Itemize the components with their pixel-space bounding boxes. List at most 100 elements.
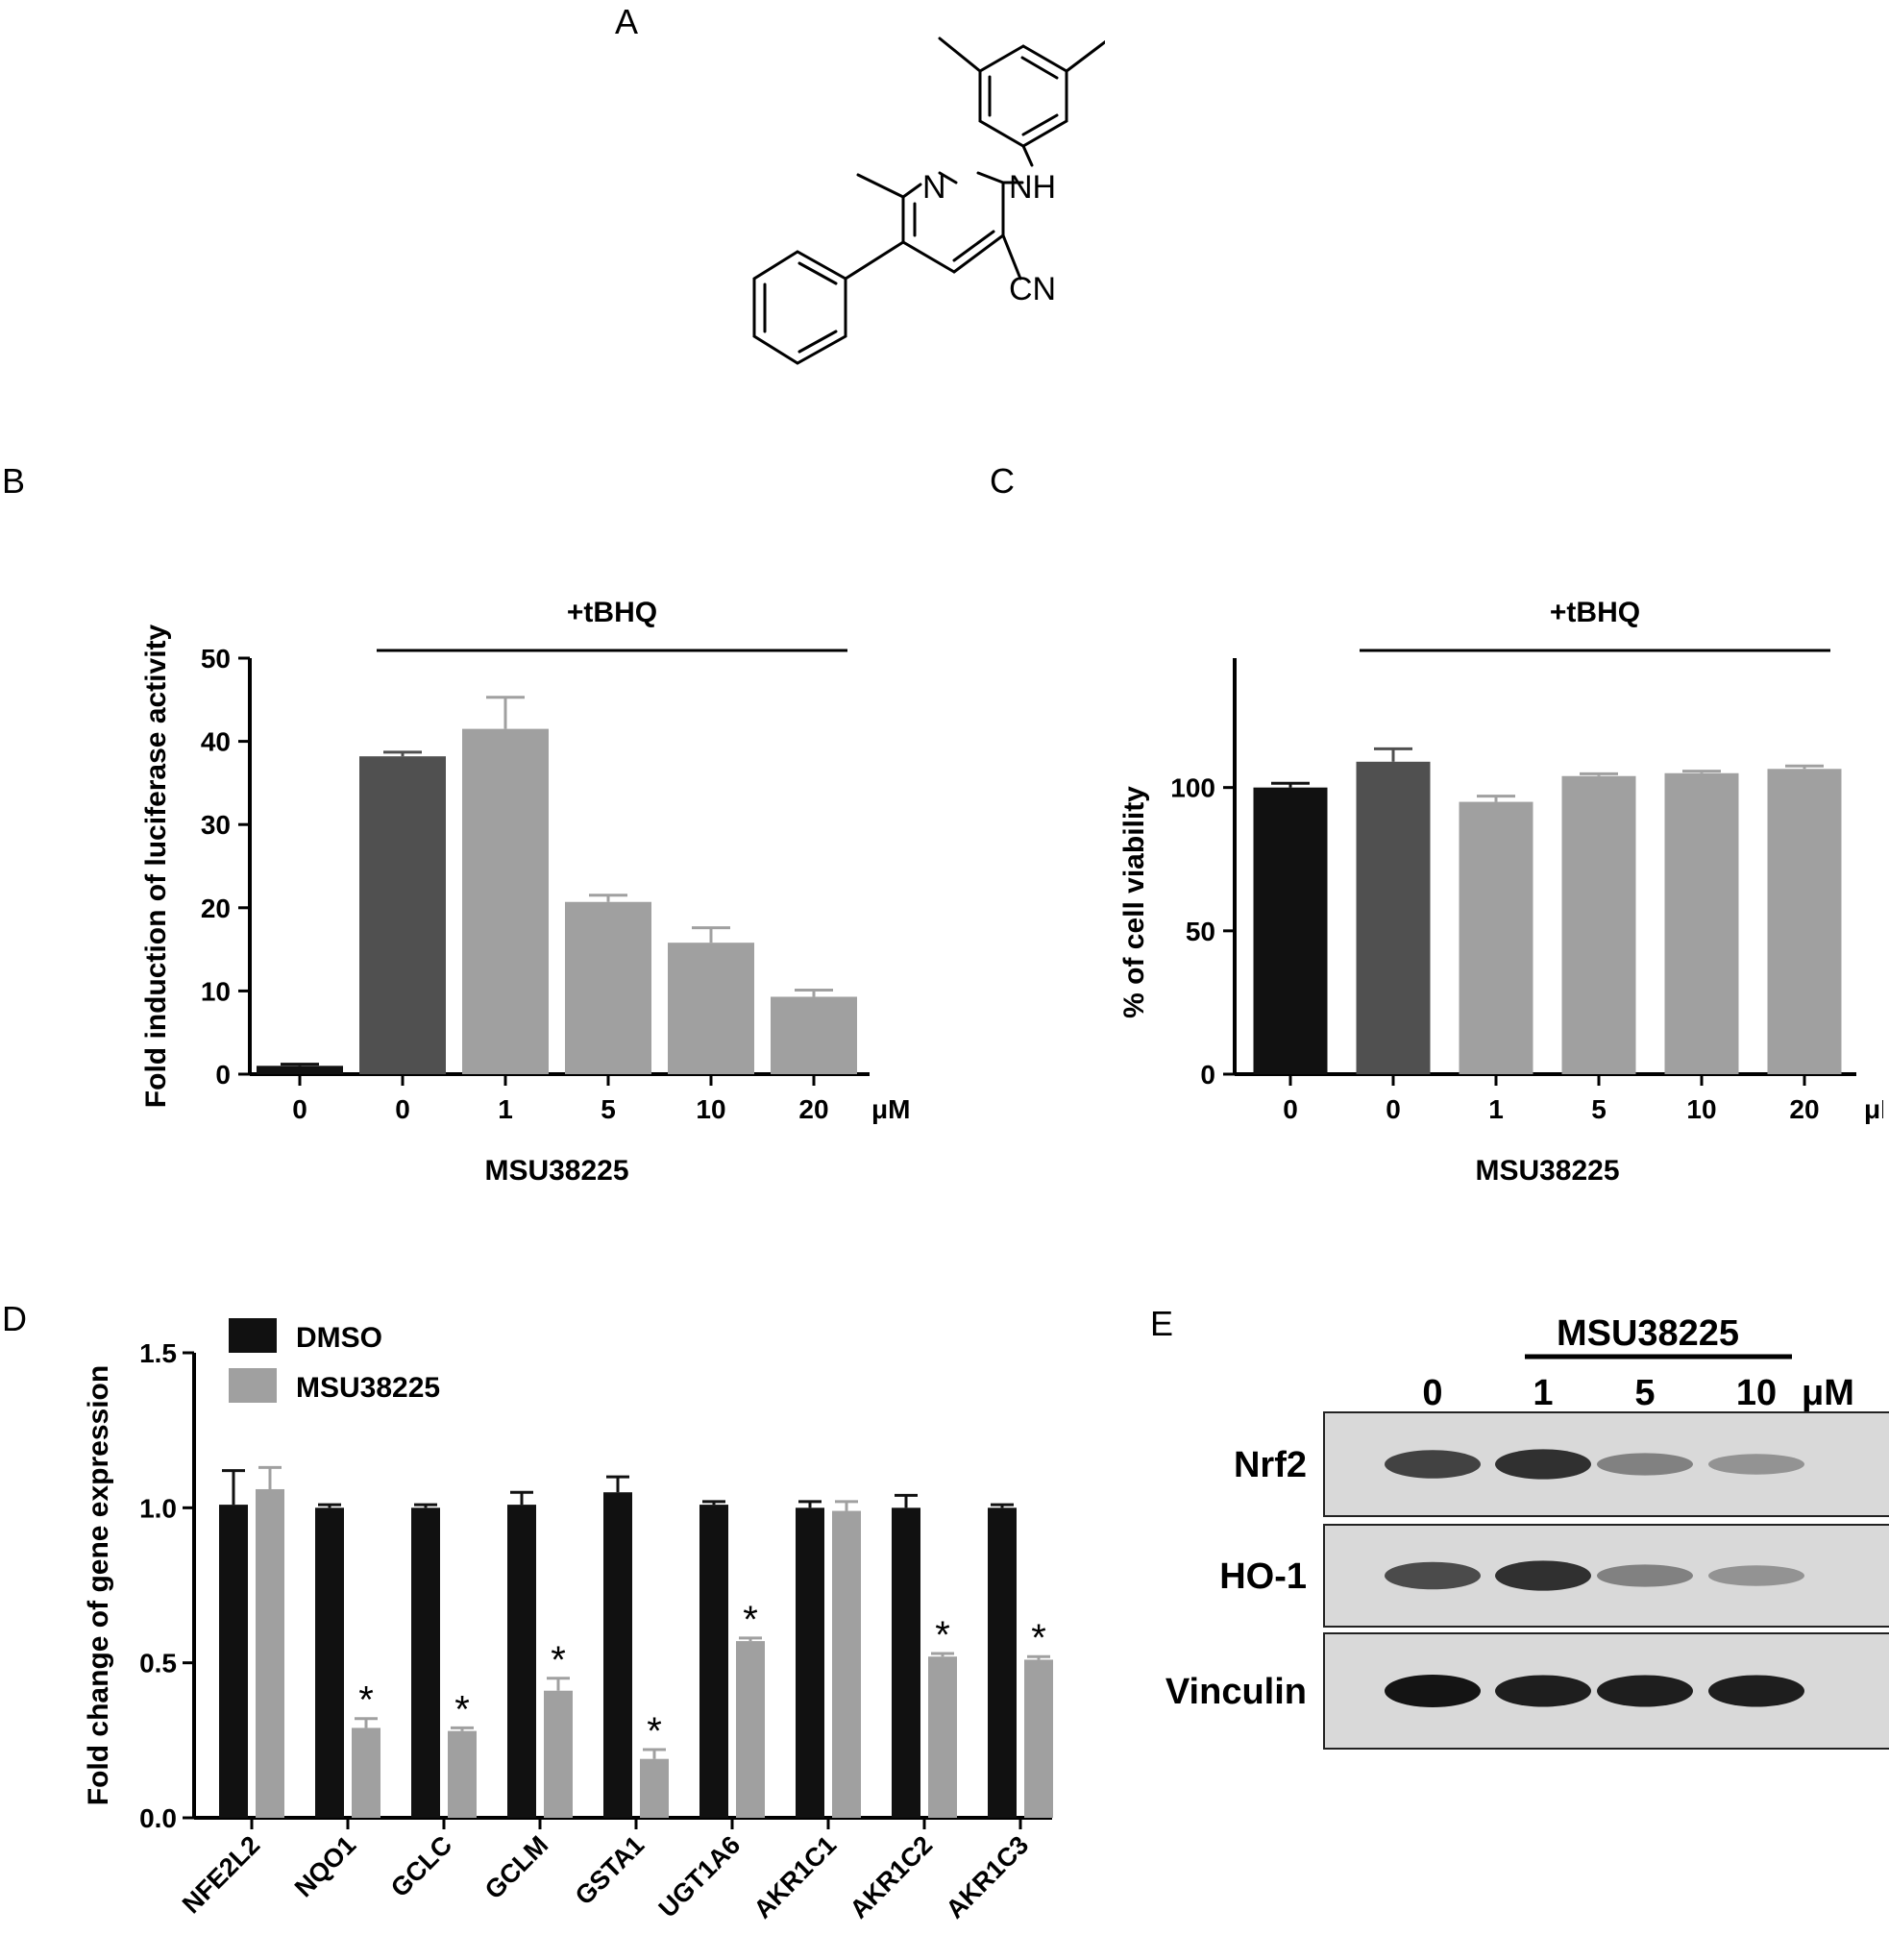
chart-d-gene-expression: 0.0 0.5 1.0 1.5 Fold change of gene expressi… bbox=[83, 1318, 1053, 1924]
chart-c-xtick-label: 0 bbox=[1386, 1094, 1401, 1124]
chart-b-bar bbox=[771, 996, 857, 1074]
chart-d-xtick-label: NFE2L2 bbox=[177, 1830, 265, 1919]
chart-d-bar bbox=[796, 1507, 824, 1818]
chart-d-bar bbox=[603, 1492, 632, 1818]
chart-b-xtick-label: 0 bbox=[292, 1094, 307, 1124]
chart-d-xtick-label: AKR1C3 bbox=[941, 1830, 1035, 1924]
blot-row-label: Nrf2 bbox=[1234, 1445, 1307, 1485]
blot-band bbox=[1385, 1675, 1481, 1707]
blot-row-label: HO-1 bbox=[1219, 1556, 1307, 1597]
chart-b-xtick-label: 1 bbox=[498, 1094, 513, 1124]
chart-c-bar bbox=[1459, 801, 1533, 1074]
chart-c-xtick-label: 0 bbox=[1283, 1094, 1298, 1124]
chart-d-bar bbox=[928, 1656, 957, 1818]
blot-lane-label: 5 bbox=[1634, 1373, 1655, 1413]
panel-label-a: A bbox=[615, 2, 639, 41]
chart-d-ytick-label: 0.5 bbox=[139, 1649, 177, 1678]
chart-b-bar bbox=[565, 901, 651, 1074]
chart-c-ylabel: % of cell viability bbox=[1118, 786, 1150, 1018]
blot-band bbox=[1708, 1565, 1804, 1586]
chart-d-significance: * bbox=[1031, 1617, 1046, 1659]
chart-c-xtick-label: 10 bbox=[1686, 1094, 1716, 1124]
chart-b-ytick-label: 40 bbox=[201, 727, 231, 757]
chart-d-xtick-label: GCLM bbox=[479, 1830, 553, 1904]
blot-lane-label: 0 bbox=[1422, 1373, 1442, 1413]
chart-c-ytick-label: 50 bbox=[1186, 917, 1215, 946]
blot-band bbox=[1385, 1561, 1481, 1590]
chemical-structure: N NH CN bbox=[752, 37, 1105, 365]
chart-d-xtick-label: GSTA1 bbox=[570, 1830, 650, 1910]
chart-d-legend-label: DMSO bbox=[296, 1322, 382, 1354]
chart-b-bar bbox=[359, 756, 446, 1074]
panel-label-b: B bbox=[2, 461, 26, 501]
western-blot: MSU38225 0 1 5 10 μM Nrf2 HO-1 Vinculin bbox=[1165, 1313, 1889, 1750]
chart-b-ytick-label: 30 bbox=[201, 810, 231, 840]
chart-d-bar bbox=[256, 1488, 284, 1818]
chart-c-viability: 0 50 100 % of cell viability 0 0 1 5 10 20 μM MSU38… bbox=[1118, 597, 1883, 1187]
chart-d-bar bbox=[1024, 1659, 1053, 1818]
chart-b-bar bbox=[462, 728, 549, 1074]
chart-b-ytick-label: 20 bbox=[201, 894, 231, 923]
atom-nh: NH bbox=[1009, 169, 1056, 206]
blot-band bbox=[1708, 1675, 1804, 1707]
chart-d-bar bbox=[219, 1505, 248, 1818]
blot-band bbox=[1597, 1564, 1693, 1587]
chart-d-significance: * bbox=[647, 1710, 662, 1752]
chart-c-bracket-label: +tBHQ bbox=[1550, 597, 1640, 628]
chart-c-xlabel: MSU38225 bbox=[1475, 1155, 1619, 1187]
chart-d-bar bbox=[411, 1507, 440, 1818]
panel-label-e: E bbox=[1150, 1304, 1174, 1343]
panel-label-c: C bbox=[990, 461, 1015, 501]
chart-d-legend-swatch bbox=[229, 1368, 277, 1403]
chart-b-xtick-label: 5 bbox=[601, 1094, 616, 1124]
atom-cn: CN bbox=[1009, 271, 1056, 307]
blot-title: MSU38225 bbox=[1557, 1313, 1739, 1354]
chart-d-ytick-label: 0.0 bbox=[139, 1803, 177, 1833]
blot-lane-label: 10 bbox=[1736, 1373, 1777, 1413]
chart-c-ytick-label: 0 bbox=[1200, 1060, 1215, 1090]
chart-d-significance: * bbox=[358, 1679, 374, 1722]
chart-d-significance: * bbox=[454, 1688, 470, 1730]
blot-band bbox=[1597, 1675, 1693, 1707]
chart-d-ytick-label: 1.5 bbox=[139, 1338, 177, 1368]
chart-d-bar bbox=[544, 1690, 573, 1818]
chart-b-xtick-label: 20 bbox=[798, 1094, 828, 1124]
chart-d-legend-swatch bbox=[229, 1318, 277, 1353]
chart-d-xtick-label: GCLC bbox=[385, 1830, 457, 1902]
chart-d-significance: * bbox=[935, 1614, 950, 1656]
chart-c-xtick-label: 20 bbox=[1789, 1094, 1819, 1124]
chart-c-xtick-label: 5 bbox=[1591, 1094, 1607, 1124]
chart-d-bar bbox=[352, 1727, 380, 1818]
chart-c-bar bbox=[1561, 775, 1636, 1074]
chart-d-bar bbox=[832, 1510, 861, 1818]
chart-d-bar bbox=[448, 1730, 477, 1818]
chart-d-xtick-label: AKR1C2 bbox=[845, 1830, 939, 1924]
chart-d-bar bbox=[892, 1507, 920, 1818]
chart-c-unit: μM bbox=[1864, 1094, 1883, 1124]
blot-unit: μM bbox=[1802, 1373, 1854, 1413]
blot-band bbox=[1385, 1450, 1481, 1479]
chart-d-bar bbox=[988, 1507, 1017, 1818]
panel-label-d: D bbox=[2, 1299, 27, 1338]
chart-b-ylabel: Fold induction of luciferase activity bbox=[140, 624, 172, 1108]
chart-b-xlabel: MSU38225 bbox=[484, 1155, 628, 1187]
chart-b-ytick-label: 0 bbox=[215, 1060, 231, 1090]
chart-c-ytick-label: 100 bbox=[1170, 773, 1215, 803]
chart-c-bar bbox=[1767, 769, 1842, 1074]
blot-row-label: Vinculin bbox=[1165, 1672, 1307, 1712]
chart-b-ytick-label: 10 bbox=[201, 976, 231, 1006]
blot-band bbox=[1495, 1675, 1591, 1707]
chart-d-bar bbox=[315, 1507, 344, 1818]
blot-band bbox=[1495, 1560, 1591, 1591]
chart-d-legend-label: MSU38225 bbox=[296, 1372, 440, 1404]
chart-d-bar bbox=[507, 1505, 536, 1818]
chart-b-bar bbox=[668, 943, 754, 1074]
chart-d-ytick-label: 1.0 bbox=[139, 1493, 177, 1523]
chart-d-bar bbox=[736, 1641, 765, 1818]
chart-d-significance: * bbox=[551, 1639, 566, 1681]
chart-b-xtick-label: 0 bbox=[395, 1094, 410, 1124]
chart-b-unit: μM bbox=[871, 1094, 910, 1124]
chart-d-significance: * bbox=[743, 1599, 758, 1641]
chart-c-bar bbox=[1253, 787, 1328, 1074]
